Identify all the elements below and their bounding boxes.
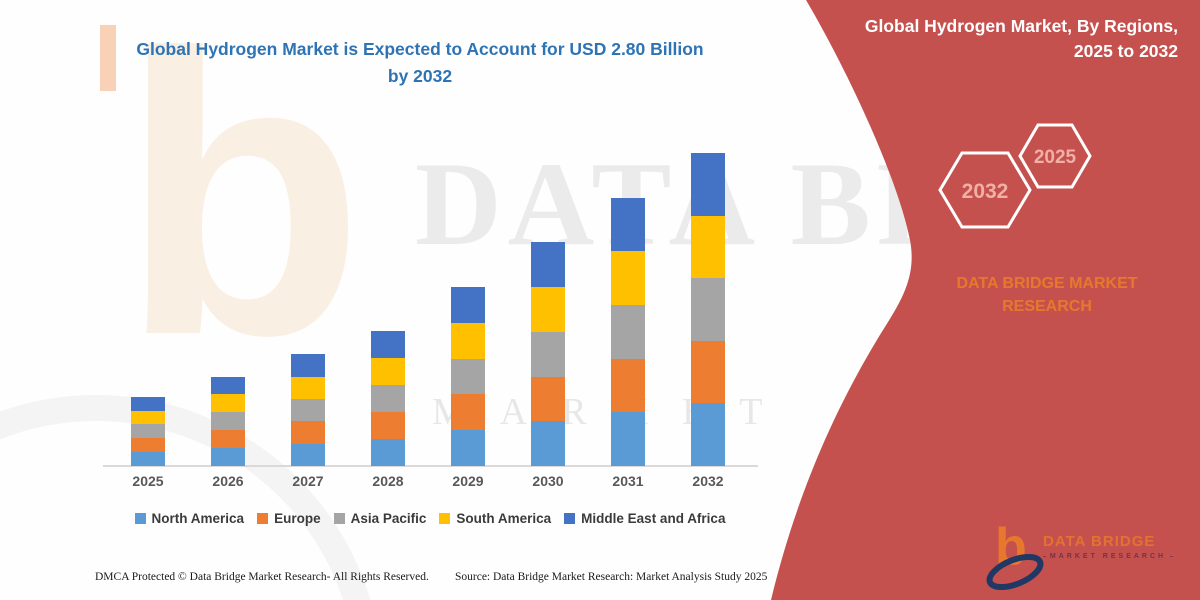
hexagon-2032	[938, 151, 1032, 229]
legend-swatch-icon	[439, 513, 451, 524]
bar-segment-europe	[451, 394, 485, 431]
logo-subtitle-line-left	[1043, 556, 1046, 557]
legend-item-middle-east-and-africa: Middle East and Africa	[564, 511, 725, 526]
bar-segment-south-america	[291, 376, 325, 399]
bar-2030	[531, 242, 565, 466]
logo-subtitle-text: MARKET RESEARCH	[1049, 553, 1167, 560]
bar-segment-asia-pacific	[611, 304, 645, 359]
databridge-logo-text: DATA BRIDGE MARKET RESEARCH	[1043, 533, 1174, 560]
x-axis-label-2031: 2031	[612, 473, 644, 489]
logo-brand-name: DATA BRIDGE	[1043, 533, 1156, 550]
x-axis-label-2027: 2027	[292, 473, 324, 489]
legend-item-south-america: South America	[439, 511, 551, 526]
footer-source-text: Source: Data Bridge Market Research: Mar…	[455, 571, 768, 583]
bar-segment-north-america	[291, 443, 325, 466]
logo-swoosh-ellipse	[986, 553, 1044, 591]
bar-2032	[691, 152, 725, 466]
bar-segment-asia-pacific	[531, 331, 565, 377]
legend-label: South America	[456, 511, 552, 526]
databridge-logo-icon: b	[986, 518, 1044, 591]
panel-title: Global Hydrogen Market, By Regions, 2025…	[864, 16, 1178, 61]
bar-2031	[611, 197, 645, 466]
x-axis-label-2029: 2029	[452, 473, 484, 489]
x-axis-label-2032: 2032	[692, 473, 724, 489]
hexagon-2025-label: 2025	[1034, 147, 1077, 168]
x-axis-line	[103, 465, 758, 467]
bar-segment-middle-east-and-africa	[611, 197, 645, 252]
bar-segment-north-america	[211, 448, 245, 466]
bar-segment-europe	[691, 340, 725, 404]
hexagon-badges: 2032 2025	[938, 123, 1092, 229]
legend-label: Europe	[274, 511, 321, 526]
bar-segment-south-america	[371, 357, 405, 385]
bar-segment-south-america	[531, 287, 565, 332]
chart-title: Global Hydrogen Market is Expected to Ac…	[136, 39, 704, 87]
bar-segment-north-america	[611, 412, 645, 466]
x-axis-label-2026: 2026	[212, 473, 244, 489]
hexagon-2032-label: 2032	[962, 180, 1009, 203]
bar-segment-north-america	[451, 430, 485, 466]
bar-2028	[371, 330, 405, 466]
bar-segment-europe	[531, 376, 565, 422]
bar-segment-asia-pacific	[131, 424, 165, 439]
bar-segment-asia-pacific	[691, 278, 725, 341]
logo-subtitle-row: MARKET RESEARCH	[1043, 553, 1174, 560]
legend-label: Middle East and Africa	[581, 511, 726, 526]
logo-subtitle-line-right	[1170, 556, 1174, 557]
bar-segment-middle-east-and-africa	[211, 376, 245, 395]
bar-segment-south-america	[611, 251, 645, 305]
bar-segment-middle-east-and-africa	[371, 330, 405, 358]
legend-swatch-icon	[257, 513, 269, 524]
legend-swatch-icon	[564, 513, 576, 524]
hexagon-2025	[1018, 123, 1092, 189]
bar-segment-middle-east-and-africa	[531, 242, 565, 288]
bar-segment-asia-pacific	[451, 358, 485, 395]
bar-segment-middle-east-and-africa	[291, 354, 325, 377]
bar-segment-south-america	[451, 322, 485, 359]
footer-dmca-text: DMCA Protected © Data Bridge Market Rese…	[95, 571, 429, 583]
bar-segment-middle-east-and-africa	[451, 287, 485, 323]
bar-segment-europe	[131, 438, 165, 453]
x-axis-label-2030: 2030	[532, 473, 564, 489]
legend-label: North America	[151, 511, 245, 526]
x-axis-label-2025: 2025	[132, 473, 164, 489]
bar-segment-north-america	[691, 403, 725, 466]
bar-segment-north-america	[131, 452, 165, 466]
bar-segment-middle-east-and-africa	[691, 152, 725, 216]
legend-swatch-icon	[333, 513, 345, 524]
bar-segment-south-america	[691, 215, 725, 279]
legend-item-europe: Europe	[257, 511, 321, 526]
panel-brand-text: DATA BRIDGE MARKET RESEARCH	[956, 275, 1138, 316]
bar-segment-europe	[211, 430, 245, 449]
bar-segment-europe	[611, 358, 645, 413]
bar-2029	[451, 287, 485, 466]
bar-segment-europe	[291, 421, 325, 444]
legend-item-north-america: North America	[134, 511, 245, 526]
legend-swatch-icon	[134, 513, 146, 524]
bar-segment-north-america	[531, 421, 565, 466]
